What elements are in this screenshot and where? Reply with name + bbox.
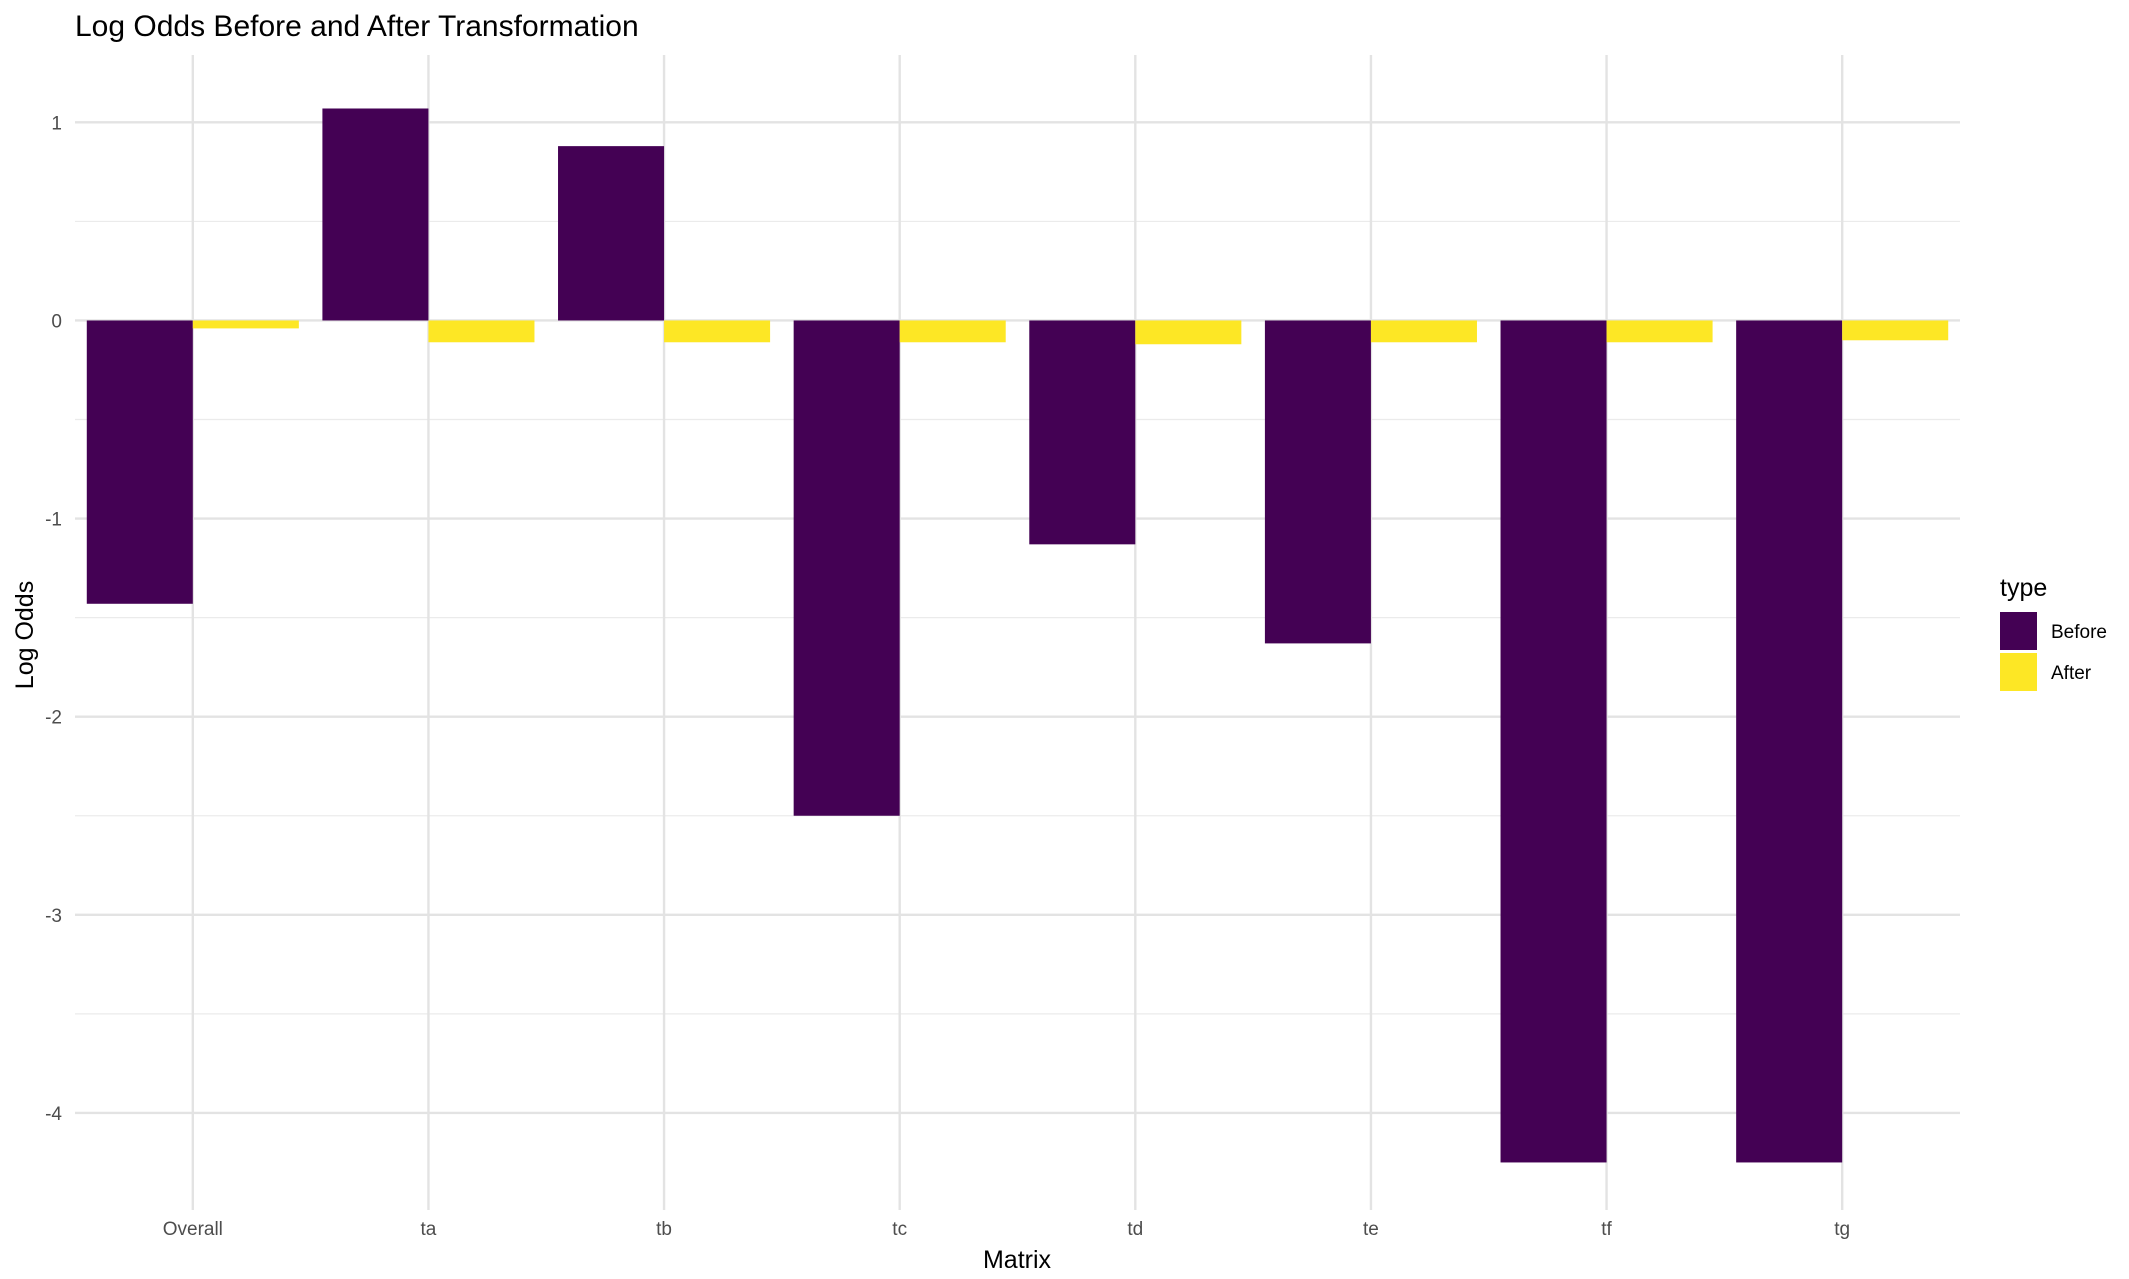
bar-after-tb bbox=[664, 320, 771, 343]
bar-after-overall bbox=[192, 320, 299, 329]
bar-after-ta bbox=[428, 320, 535, 343]
legend-items: Before After bbox=[2000, 612, 2107, 691]
x-tick-label: tb bbox=[656, 1219, 672, 1240]
bar-before-overall bbox=[86, 320, 193, 604]
x-tick-label: ta bbox=[421, 1219, 437, 1240]
legend-title: type bbox=[2000, 574, 2047, 602]
bar-before-tf bbox=[1500, 320, 1607, 1163]
bar-after-te bbox=[1370, 320, 1477, 343]
x-tick-label: Overall bbox=[163, 1219, 223, 1240]
x-tick-label: tf bbox=[1601, 1219, 1612, 1240]
bar-after-tf bbox=[1606, 320, 1713, 343]
x-tick-label: tg bbox=[1834, 1219, 1850, 1240]
y-tick-label: 0 bbox=[51, 311, 62, 332]
y-tick-label: -4 bbox=[45, 1104, 62, 1125]
bar-before-te bbox=[1264, 320, 1371, 644]
legend: type Before After bbox=[2000, 574, 2107, 691]
x-tick-label: te bbox=[1363, 1219, 1379, 1240]
bar-before-tc bbox=[793, 320, 900, 816]
x-tick-label: tc bbox=[892, 1219, 907, 1240]
y-tick-label: -1 bbox=[45, 510, 62, 531]
y-tick-label: -3 bbox=[45, 906, 62, 927]
tick-layer: 1 0 -1 -2 -3 -4 Overall ta tb tc td te tf tg bbox=[45, 113, 1850, 1240]
legend-label-after: After bbox=[2051, 663, 2092, 684]
legend-label-before: Before bbox=[2051, 622, 2107, 643]
y-axis-title: Log Odds bbox=[11, 581, 39, 689]
bar-after-td bbox=[1135, 320, 1242, 345]
bar-layer bbox=[86, 108, 1949, 1163]
legend-key-before bbox=[2000, 612, 2037, 650]
bar-before-ta bbox=[322, 108, 429, 321]
y-tick-label: -2 bbox=[45, 708, 62, 729]
y-tick-label: 1 bbox=[51, 113, 62, 134]
bar-before-tg bbox=[1736, 320, 1843, 1163]
bar-before-td bbox=[1029, 320, 1136, 545]
x-axis-title: Matrix bbox=[983, 1246, 1052, 1274]
chart-title: Log Odds Before and After Transformation bbox=[75, 10, 639, 43]
legend-key-after bbox=[2000, 653, 2037, 691]
bar-after-tg bbox=[1842, 320, 1949, 341]
bar-after-tc bbox=[899, 320, 1006, 343]
x-tick-label: td bbox=[1127, 1219, 1143, 1240]
bar-before-tb bbox=[558, 146, 665, 321]
